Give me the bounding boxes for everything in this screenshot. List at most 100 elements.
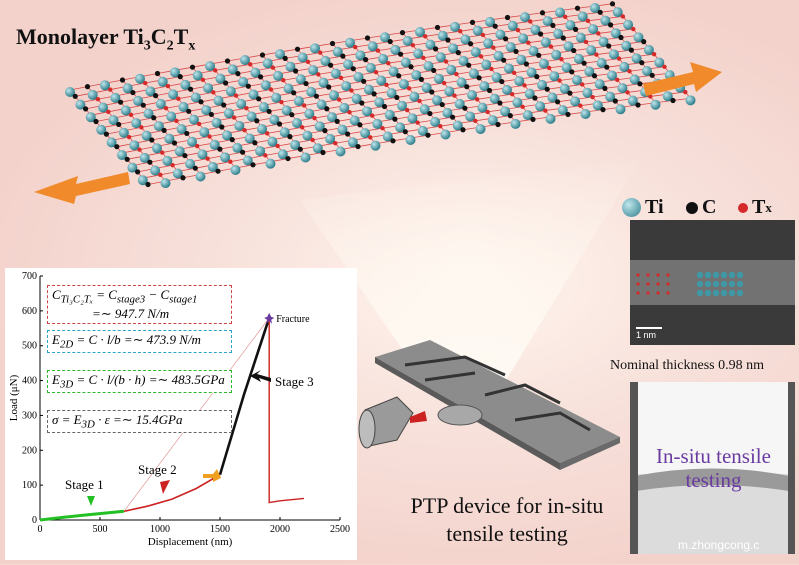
tx-atom <box>333 141 338 146</box>
tx-atom <box>353 44 358 50</box>
ti-atom <box>563 41 574 52</box>
ti-atom <box>304 108 315 119</box>
c-atom <box>84 84 91 90</box>
tem-ti-atom <box>712 280 720 288</box>
tx-atom <box>158 172 163 178</box>
ti-atom <box>592 100 603 111</box>
ti-atom <box>108 115 119 126</box>
load-displacement-chart: 0 500 1000 1500 2000 2500 0 100 200 300 400 500 600 7… <box>5 268 357 560</box>
c-atom <box>361 78 367 84</box>
c-atom <box>151 115 157 121</box>
x-tick-label: 0 <box>38 524 43 535</box>
tx-atom <box>662 64 667 70</box>
c-atom <box>320 149 326 156</box>
ti-atom <box>273 70 284 81</box>
ti-atom <box>232 142 243 153</box>
tx-atom <box>128 112 134 117</box>
stage1-label: Stage 1 <box>65 477 104 492</box>
ti-atom <box>240 55 250 65</box>
ptp-caption: PTP device for in-situ tensile testing <box>410 493 604 546</box>
c-atom <box>464 84 470 90</box>
ti-atom <box>120 105 131 116</box>
ti-atom <box>75 99 86 110</box>
c-atom <box>569 69 575 75</box>
tx-atom <box>126 134 132 140</box>
c-atom <box>600 107 606 113</box>
ti-atom <box>584 66 595 77</box>
tx-atom <box>559 57 564 62</box>
ptp-device <box>358 340 620 470</box>
c-atom <box>544 86 550 92</box>
ti-atom <box>318 77 329 88</box>
c-atom <box>221 102 227 108</box>
ti-atom <box>374 97 385 108</box>
tx-atom <box>368 135 373 140</box>
c-atom <box>184 130 190 137</box>
ti-atom <box>293 96 304 107</box>
ti-atom <box>549 71 560 82</box>
ti-atom <box>141 130 152 141</box>
ti-atom <box>122 83 133 94</box>
ti-atom <box>437 30 448 41</box>
c-atom <box>130 89 136 96</box>
ti-atom <box>493 50 504 61</box>
tem-ti-atom <box>696 271 704 279</box>
c-atom <box>357 122 363 128</box>
ti-atom <box>397 100 407 111</box>
c-atom <box>103 131 109 137</box>
tx-atom <box>195 143 200 149</box>
ti-atom <box>458 55 469 66</box>
c-atom <box>72 93 78 99</box>
c-atom <box>538 31 544 37</box>
pull-arrow-left <box>34 172 130 204</box>
tx-atom <box>347 109 352 115</box>
ti-atom <box>631 53 642 64</box>
ti-atom <box>685 95 696 106</box>
ti-atom <box>487 115 498 126</box>
ti-atom <box>502 84 512 95</box>
ti-atom <box>155 98 166 109</box>
ti-atom <box>526 67 537 78</box>
x-axis-label: Displacement (nm) <box>148 536 233 548</box>
ti-atom <box>415 27 425 37</box>
tx-atom <box>108 87 113 92</box>
c-atom <box>530 116 536 122</box>
c-atom <box>639 60 645 66</box>
tx-atom <box>205 156 210 161</box>
ti-atom <box>343 59 354 70</box>
tx-atom <box>373 70 379 75</box>
ti-atom <box>143 108 154 119</box>
tx-atom <box>279 99 284 105</box>
c-atom <box>434 24 441 31</box>
tx-atom <box>213 68 218 73</box>
ti-atom <box>386 88 397 99</box>
stage3-arrow <box>250 370 271 382</box>
ti-atom <box>236 98 247 109</box>
c-atom <box>608 22 614 28</box>
ti-atom <box>351 93 362 104</box>
ti-atom <box>419 104 430 115</box>
tem-ti-atom <box>736 280 744 288</box>
ti-atom <box>528 46 539 56</box>
c-atom <box>466 62 472 68</box>
tx-atom <box>511 70 517 75</box>
c-atom-icon <box>686 201 698 214</box>
ti-atom <box>174 146 185 157</box>
tx-atom <box>473 118 478 124</box>
y-tick-label: 200 <box>22 445 37 456</box>
ti-atom <box>153 121 164 132</box>
ti-atom <box>590 3 600 13</box>
stage3-start-arrow <box>203 469 221 482</box>
ti-atom <box>203 83 214 94</box>
ti-atom <box>227 64 238 75</box>
ti-atom <box>129 140 140 151</box>
tx-atom <box>176 96 181 101</box>
ti-atom <box>312 143 323 154</box>
tx-atom <box>165 83 171 89</box>
stage1-line <box>39 509 125 522</box>
ti-atom <box>137 175 148 186</box>
ti-atom <box>607 70 617 81</box>
c-atom <box>326 84 332 90</box>
equation-sigma: σ = E3D · ε =∼ 15.4GPa <box>47 410 232 433</box>
tem-ti-atom <box>736 289 744 297</box>
